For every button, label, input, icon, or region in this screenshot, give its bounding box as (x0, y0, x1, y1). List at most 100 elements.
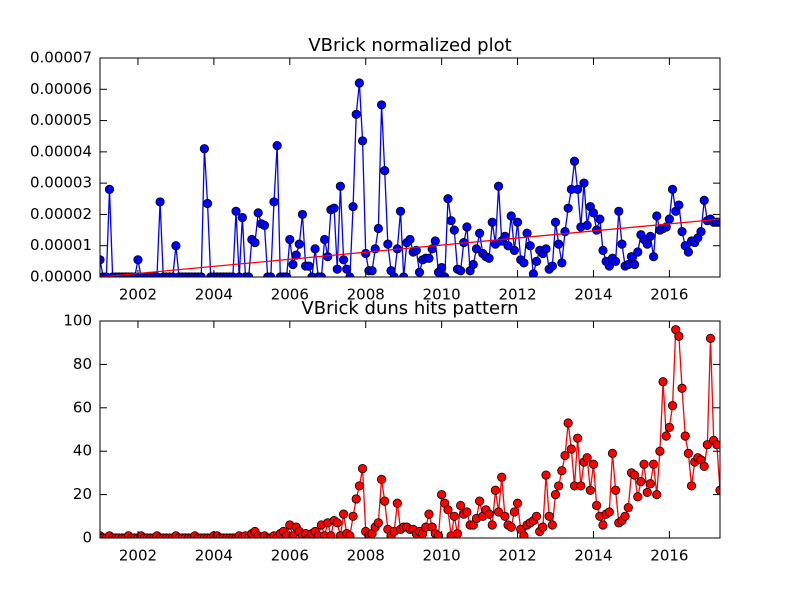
data-point (392, 498, 402, 508)
chart-title: VBrick normalized plot (308, 35, 511, 56)
y-tick-label: 20 (73, 485, 92, 503)
chart-title: VBrick duns hits pattern (301, 298, 518, 319)
data-point (522, 228, 532, 238)
x-tick-label: 2016 (650, 547, 688, 565)
data-point (351, 109, 361, 119)
data-point (554, 481, 564, 491)
data-point (547, 520, 557, 530)
data-point (645, 479, 656, 489)
data-point (424, 253, 434, 263)
data-point (702, 440, 712, 450)
data-point (456, 500, 466, 511)
plot-frame (99, 57, 721, 278)
data-point (310, 244, 320, 254)
x-tick-label: 2012 (498, 547, 536, 565)
y-tick-label: 0.00005 (30, 111, 92, 129)
data-point (297, 209, 308, 220)
data-point (285, 234, 295, 245)
data-point (490, 485, 501, 495)
data-point (595, 214, 605, 224)
data-point (633, 247, 643, 257)
data-point (512, 217, 523, 227)
x-tick-label: 2012 (498, 286, 536, 304)
data-point (345, 531, 355, 538)
data-point (237, 212, 247, 223)
plot-frame (99, 320, 721, 539)
data-point (538, 522, 548, 532)
data-point (531, 256, 542, 266)
data-point (348, 202, 358, 212)
data-point (304, 261, 314, 271)
data-point (354, 481, 364, 491)
data-point (582, 220, 592, 230)
data-point (332, 264, 342, 274)
data-point (474, 228, 485, 238)
data-point (474, 496, 485, 506)
x-tick-label: 2002 (119, 547, 157, 565)
data-point (573, 433, 583, 443)
y-tick-label: 0.00006 (30, 80, 92, 98)
data-point (338, 255, 349, 265)
data-point (329, 203, 339, 213)
y-tick-label: 100 (63, 312, 92, 330)
data-point (487, 520, 497, 530)
data-point (588, 459, 599, 469)
data-point (376, 474, 387, 485)
data-point (269, 197, 279, 207)
data-point (462, 222, 472, 232)
data-point (503, 241, 513, 251)
data-point (452, 529, 463, 538)
data-point (104, 184, 115, 194)
data-point (424, 509, 434, 519)
data-point (636, 476, 646, 487)
data-point (202, 198, 213, 209)
data-point (493, 181, 504, 191)
data-point (557, 258, 567, 268)
data-point (667, 184, 678, 194)
data-point (357, 136, 368, 146)
data-point (579, 178, 589, 188)
data-point (357, 463, 368, 474)
data-point (484, 509, 494, 519)
data-point (658, 377, 668, 387)
x-tick-label: 2008 (347, 547, 385, 565)
data-point (519, 258, 529, 268)
y-tick-label: 0.00007 (30, 49, 92, 67)
data-point (430, 236, 440, 246)
data-point (642, 239, 652, 249)
data-point (320, 234, 330, 245)
data-point (332, 518, 342, 528)
data-point (484, 253, 494, 263)
data-point (592, 500, 602, 511)
data-point (525, 241, 535, 251)
data-point (569, 156, 580, 166)
data-point (639, 459, 649, 469)
data-point (563, 418, 573, 428)
data-point (253, 208, 263, 218)
data-point (446, 216, 456, 226)
y-tick-label: 0.00001 (30, 236, 92, 254)
data-point (288, 259, 298, 270)
data-point (680, 431, 690, 441)
data-point (544, 511, 554, 521)
data-point (633, 492, 643, 502)
data-point (348, 511, 358, 521)
data-point (361, 248, 371, 259)
data-point (487, 217, 497, 227)
data-point (652, 211, 662, 221)
x-tick-label: 2006 (271, 547, 309, 565)
data-point (519, 531, 529, 538)
data-point (629, 259, 640, 270)
data-point (335, 181, 346, 191)
data-point (541, 244, 551, 254)
x-tick-label: 2008 (347, 286, 385, 304)
x-tick-label: 2014 (574, 286, 612, 304)
data-point (683, 247, 693, 257)
data-point (509, 245, 520, 256)
data-point (648, 459, 659, 469)
data-point (652, 489, 662, 500)
data-point (354, 78, 364, 88)
data-point (607, 448, 618, 458)
data-point (629, 470, 640, 480)
